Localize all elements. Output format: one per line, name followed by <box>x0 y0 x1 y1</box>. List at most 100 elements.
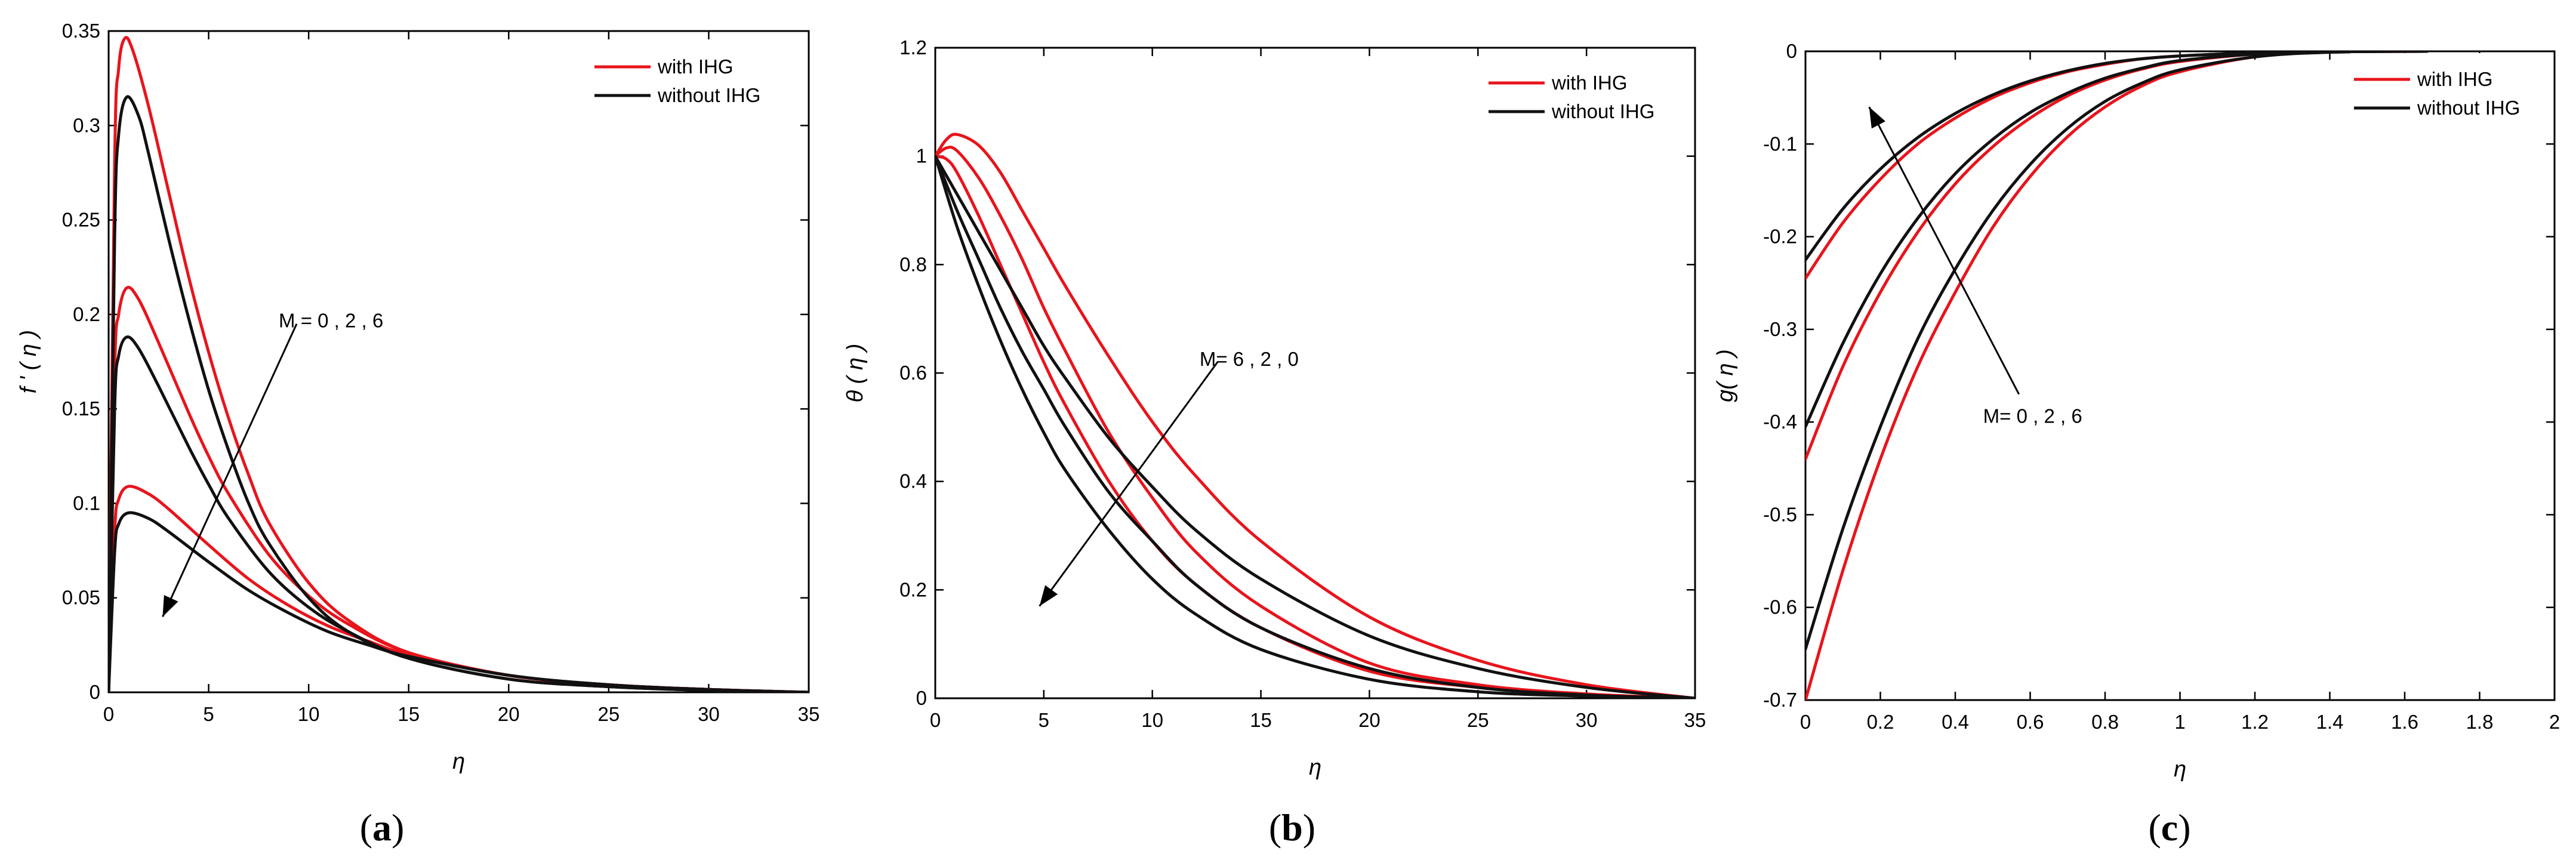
legend-label-with-ihg: with IHG <box>2417 68 2493 90</box>
x-tick-label: 0 <box>930 709 941 731</box>
series-line-without-ihg-m6 <box>109 511 809 692</box>
series-line-with-ihg-m6 <box>1805 51 2429 700</box>
annotation-arrow-shaft <box>1039 361 1219 607</box>
x-tick-label: 20 <box>498 703 520 725</box>
annotation-label: M= 6 , 2 , 0 <box>1200 348 1299 370</box>
legend-label-without-ihg: without IHG <box>2417 97 2520 119</box>
panel-caption-close: ) <box>1303 806 1315 849</box>
panel-c: 0 0.2 0.4 0.6 0.8 1 1.2 1.4 1.6 1.8 2 -0.7 -0.6 -0.5 -… <box>1713 40 2560 849</box>
x-tick-label: 20 <box>1358 709 1381 731</box>
y-tick-label: 0 <box>1786 40 1797 62</box>
series-line-with-ihg-m2 <box>935 146 1695 698</box>
legend-label-with-ihg: with IHG <box>1551 72 1628 94</box>
panel-caption-close: ) <box>392 806 404 849</box>
x-tick-label: 10 <box>1141 709 1163 731</box>
x-tick-label: 25 <box>1467 709 1489 731</box>
y-tick-label: 0.8 <box>899 253 927 275</box>
series-line-without-ihg-m0 <box>109 95 809 692</box>
panel-caption: (c) <box>2148 806 2190 849</box>
panel-caption-letter: c <box>2161 806 2178 849</box>
x-tick-label: 0.4 <box>1942 711 1969 733</box>
y-axis-label: θ ( η ) <box>843 344 868 403</box>
panel-b: 0 5 10 15 20 25 30 35 0 0.2 0.4 0.6 0.8 1 1.2 η θ ( η ) w… <box>843 36 1706 849</box>
x-axis-label: η <box>1309 755 1321 780</box>
x-tick-label: 0.8 <box>2091 711 2119 733</box>
series-line-with-ihg-m0 <box>935 155 1695 698</box>
y-tick-label: -0.1 <box>1763 132 1797 155</box>
x-tick-label: 15 <box>398 703 420 725</box>
series-line-with-ihg-m6 <box>935 132 1695 698</box>
y-tick-label: 0.35 <box>62 20 100 42</box>
y-tick-label: 0.15 <box>62 397 100 420</box>
legend: with IHG without IHG <box>591 41 797 109</box>
y-tick-label: -0.2 <box>1763 226 1797 248</box>
legend-label-without-ihg: without IHG <box>1551 100 1654 122</box>
panel-caption-letter: b <box>1281 806 1303 849</box>
series-line-without-ihg-m2 <box>109 335 809 692</box>
panel-caption: (b) <box>1269 806 1315 849</box>
x-tick-label: 0.6 <box>2017 711 2044 733</box>
legend-box <box>1485 57 1683 125</box>
series-line-without-ihg-m6 <box>935 155 1695 698</box>
panel-caption: (a) <box>360 806 405 849</box>
annotation-arrow-head <box>1039 585 1058 606</box>
y-tick-label: 0.3 <box>73 114 100 136</box>
annotation-arrow-head <box>162 595 178 617</box>
y-tick-label: 0.4 <box>899 470 927 492</box>
series-line-with-ihg-m6 <box>109 485 809 692</box>
y-tick-label: 1.2 <box>899 36 927 58</box>
x-axis-label: η <box>452 749 465 774</box>
x-tick-label: 1 <box>2174 711 2185 733</box>
y-tick-label: 0.25 <box>62 209 100 231</box>
x-tick-label: 0 <box>1800 711 1811 733</box>
x-tick-label: 0 <box>103 703 114 725</box>
y-tick-label: 0 <box>916 687 927 709</box>
series-line-without-ihg-m2 <box>935 155 1695 698</box>
y-tick-label: -0.6 <box>1763 596 1797 618</box>
panel-caption-open: ( <box>1269 806 1281 849</box>
x-axis-label: η <box>2174 757 2186 782</box>
series-line-with-ihg-m0 <box>109 36 809 692</box>
series-line-without-ihg-m6 <box>1805 51 2429 651</box>
x-tick-label: 2 <box>2549 711 2560 733</box>
y-axis-label: f ' ( η ) <box>16 330 41 393</box>
x-tick-label: 5 <box>203 703 214 725</box>
y-tick-label: -0.3 <box>1763 318 1797 340</box>
x-tick-label: 35 <box>1684 709 1706 731</box>
y-tick-label: -0.4 <box>1763 411 1797 433</box>
plot-frame <box>1804 50 2556 701</box>
annotation-arrow-shaft <box>1868 106 2020 395</box>
series-line-with-ihg-m2 <box>109 286 809 692</box>
annotation-label: M = 0 , 2 , 6 <box>279 310 383 332</box>
legend-label-without-ihg: without IHG <box>657 84 760 106</box>
series-line-with-ihg-m2 <box>1805 51 2429 461</box>
x-tick-label: 25 <box>597 703 620 725</box>
annotation-arrow-shaft <box>162 323 298 617</box>
annotation-arrow-head <box>1869 107 1885 129</box>
y-tick-label: 0.05 <box>62 587 100 609</box>
legend: with IHG without IHG <box>1485 57 1683 125</box>
y-axis-label: g( η ) <box>1713 349 1738 402</box>
y-tick-label: 0 <box>90 681 100 703</box>
legend-label-with-ihg: with IHG <box>657 56 734 78</box>
x-tick-label: 1.4 <box>2316 711 2344 733</box>
y-tick-label: -0.5 <box>1763 503 1797 525</box>
x-tick-label: 1.8 <box>2466 711 2494 733</box>
plot-frame <box>107 30 810 694</box>
legend-box <box>2350 53 2543 122</box>
y-tick-label: 0.2 <box>73 303 100 325</box>
x-tick-label: 0.2 <box>1867 711 1894 733</box>
panel-caption-letter: a <box>372 806 392 849</box>
x-tick-label: 5 <box>1039 709 1049 731</box>
legend: with IHG without IHG <box>2350 53 2543 122</box>
x-tick-label: 30 <box>1576 709 1598 731</box>
y-tick-label: 1 <box>916 145 927 167</box>
panel-a: 0 5 10 15 20 25 30 35 0 0.05 0.1 0.15 0.2 0.25 0.3 0.35… <box>16 20 819 849</box>
annotation-label: M= 0 , 2 , 6 <box>1983 405 2082 427</box>
legend-box <box>591 41 797 109</box>
panel-caption-open: ( <box>360 806 372 849</box>
x-tick-label: 15 <box>1250 709 1272 731</box>
series-line-without-ihg-m0 <box>1805 51 2429 261</box>
y-tick-label: 0.2 <box>899 578 927 600</box>
